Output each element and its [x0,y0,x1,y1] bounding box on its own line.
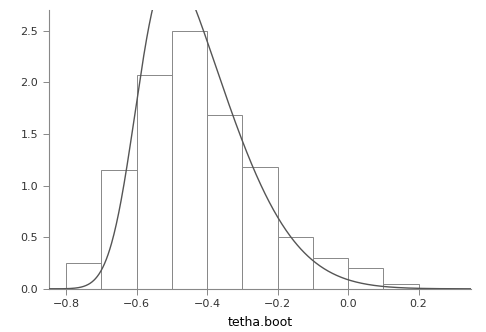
Bar [137,75,172,289]
Bar [383,284,418,289]
Bar [313,258,348,289]
X-axis label: tetha.boot: tetha.boot [227,316,293,329]
Bar [278,237,313,289]
Bar [207,115,243,289]
Bar [102,170,137,289]
Bar [66,263,102,289]
Bar [243,167,278,289]
Bar [348,268,383,289]
Bar [172,31,207,289]
